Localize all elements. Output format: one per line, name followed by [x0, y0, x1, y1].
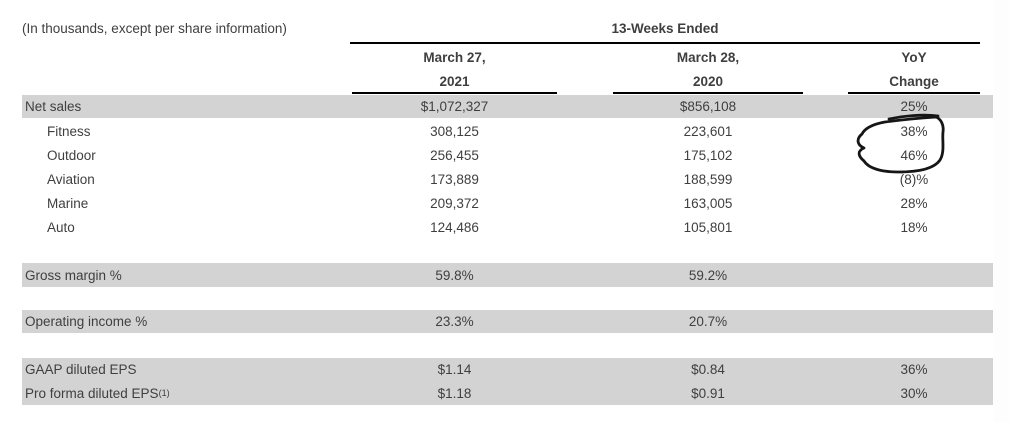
value-2021: 173,889 [430, 171, 479, 187]
row-label: Marine [47, 195, 89, 211]
row-label: Outdoor [47, 147, 96, 163]
value-2020: 188,599 [683, 171, 733, 187]
value-2020: 59.2% [688, 267, 728, 283]
value-2020: $0.91 [691, 385, 725, 401]
value-yoy [848, 263, 980, 287]
row-label: Pro forma diluted EPS (1) [25, 385, 170, 401]
value-2021: 124,486 [430, 219, 479, 235]
value-yoy: 30% [900, 385, 928, 401]
value-yoy: 46% [900, 147, 928, 163]
value-2021: 23.3% [435, 314, 474, 329]
col-header-2020-line1: March 28, [676, 50, 740, 65]
col-header-2021-line2: 2021 [439, 74, 470, 89]
value-yoy: 38% [900, 123, 928, 139]
value-2021: 209,372 [430, 195, 479, 211]
value-yoy [848, 310, 980, 333]
value-2020: 223,601 [683, 123, 733, 139]
table-row-fitness: Fitness 308,125 223,601 38% [22, 119, 993, 143]
col-header-yoy-line2: Change [889, 74, 939, 89]
row-label: Gross margin % [25, 267, 122, 283]
table-row-outdoor: Outdoor 256,455 175,102 46% [22, 143, 993, 167]
value-yoy: 28% [900, 195, 928, 211]
value-yoy: 36% [900, 362, 928, 377]
value-yoy: (8)% [899, 171, 929, 187]
units-caption: (In thousands, except per share informat… [22, 21, 287, 36]
row-label: Fitness [47, 123, 91, 139]
col-rule-2020 [613, 92, 803, 94]
group-header-rule [350, 42, 980, 44]
table-row-auto: Auto 124,486 105,801 18% [22, 215, 993, 239]
value-2021: $1,072,327 [420, 99, 489, 114]
table-row-gaap-eps: GAAP diluted EPS $1.14 $0.84 36% [22, 358, 993, 381]
col-header-2021-line1: March 27, [423, 50, 486, 65]
row-label: Aviation [47, 171, 95, 187]
value-yoy: 18% [900, 219, 928, 235]
row-label-text: Pro forma diluted EPS [25, 385, 159, 401]
col-header-2020-line2: 2020 [692, 74, 724, 89]
table-row-gross-margin: Gross margin % 59.8% 59.2% [22, 263, 993, 287]
table-row-net-sales: Net sales $1,072,327 $856,108 25% [22, 95, 993, 118]
value-2020: 105,801 [683, 219, 733, 235]
value-2021: $1.18 [437, 385, 472, 401]
value-2021: 256,455 [430, 147, 479, 163]
value-2020: $0.84 [691, 362, 725, 377]
value-2021: 308,125 [430, 123, 479, 139]
group-header: 13-Weeks Ended [611, 21, 719, 36]
row-label: GAAP diluted EPS [25, 362, 137, 377]
page-edge [994, 0, 1009, 422]
table-row-operating-income: Operating income % 23.3% 20.7% [22, 310, 993, 333]
row-label: Auto [47, 219, 75, 235]
col-header-yoy-line1: YoY [901, 50, 927, 65]
value-2020: $856,108 [679, 99, 737, 114]
value-2021: $1.14 [437, 362, 472, 377]
value-2020: 20.7% [688, 314, 728, 329]
row-label: Operating income % [25, 314, 148, 329]
value-yoy: 25% [900, 99, 928, 114]
table-row-proforma-eps: Pro forma diluted EPS (1) $1.18 $0.91 30% [22, 381, 993, 405]
col-rule-yoy [848, 92, 980, 94]
value-2021: 59.8% [435, 267, 474, 283]
col-rule-2021 [352, 92, 557, 94]
row-label: Net sales [25, 99, 82, 114]
table-row-marine: Marine 209,372 163,005 28% [22, 191, 993, 215]
value-2020: 175,102 [683, 147, 733, 163]
table-row-aviation: Aviation 173,889 188,599 (8)% [22, 167, 993, 191]
value-2020: 163,005 [683, 195, 733, 211]
